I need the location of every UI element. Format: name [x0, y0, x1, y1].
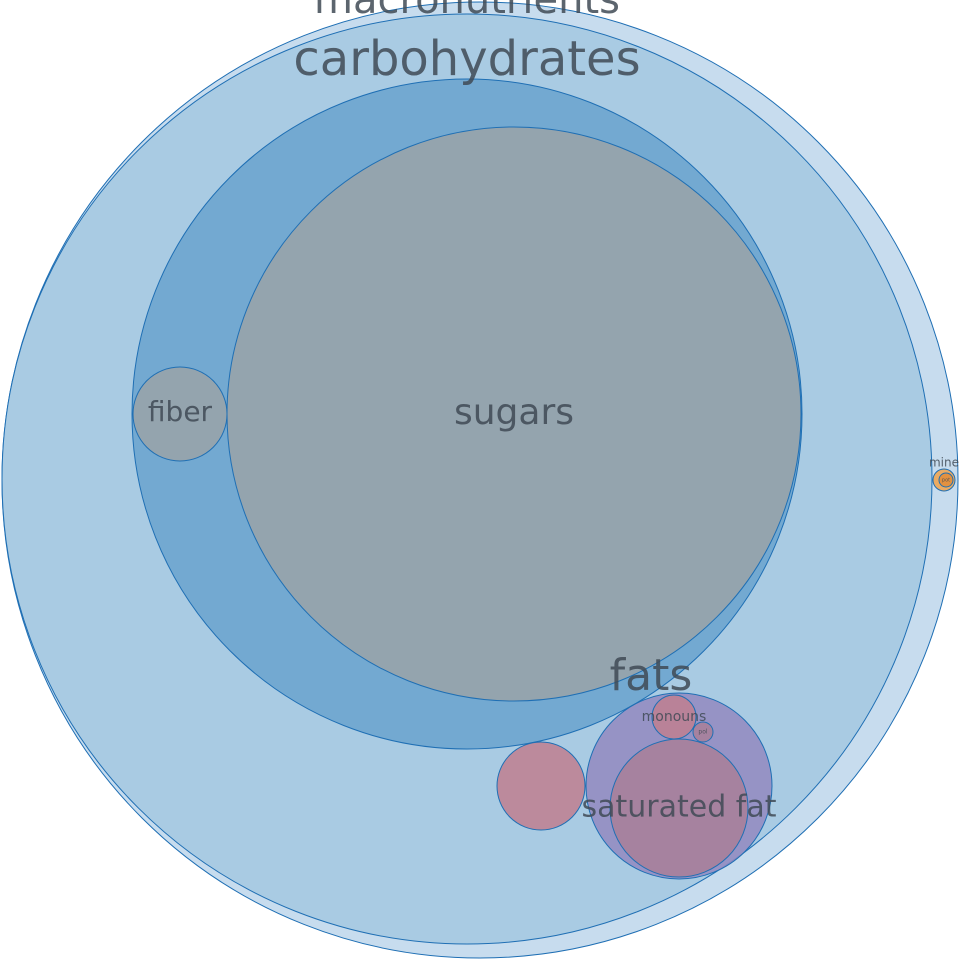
bubble-label-monounsaturated-fat: monouns — [642, 709, 707, 725]
bubble-saturated-fat — [609, 738, 749, 878]
bubble-label-sugars: sugars — [454, 392, 574, 433]
bubble-fiber — [132, 366, 228, 462]
bubble-label-polyunsaturated-fat: pol — [698, 729, 707, 736]
bubble-label-minerals: mine — [929, 456, 959, 470]
bubble-label-minerals-sub: pot — [942, 478, 950, 484]
bubble-monounsaturated-fat — [651, 694, 697, 740]
bubble-label-carbohydrates: carbohydrates — [293, 31, 640, 87]
bubble-label-saturated-fat: saturated fat — [581, 790, 776, 825]
bubble-label-fiber: fiber — [148, 395, 213, 428]
bubble-label-fats: fats — [610, 650, 693, 701]
bubble-minerals-sub — [938, 472, 954, 488]
bubble-proteins — [496, 741, 586, 831]
bubble-label-macronutrients: macronutrients — [314, 0, 620, 23]
bubble-polyunsaturated-fat — [692, 721, 714, 743]
